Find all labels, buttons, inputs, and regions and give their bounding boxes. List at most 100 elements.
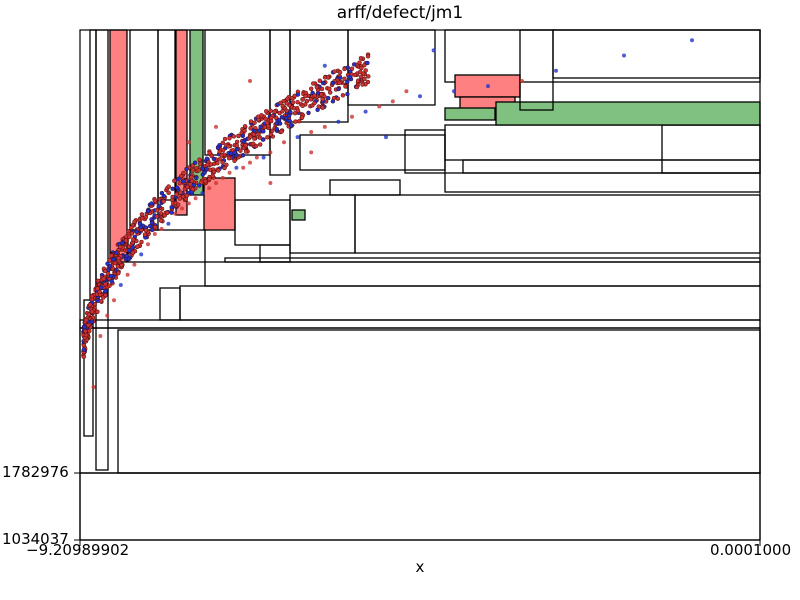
scatter-point (253, 121, 257, 125)
scatter-point (150, 202, 154, 206)
partition-region (520, 30, 553, 110)
scatter-point (622, 54, 626, 58)
scatter-point (150, 221, 154, 225)
scatter-point (252, 133, 256, 137)
scatter-point (234, 166, 238, 170)
partition-region (80, 473, 760, 540)
scatter-point (265, 135, 269, 139)
scatter-point (309, 97, 313, 101)
scatter-point (216, 169, 220, 173)
scatter-point (359, 66, 363, 70)
scatter-point (254, 144, 258, 148)
scatter-point (179, 191, 183, 195)
scatter-point (155, 215, 159, 219)
scatter-point (162, 200, 166, 204)
scatter-point (359, 56, 363, 60)
scatter-point (114, 251, 118, 255)
scatter-point (326, 75, 330, 79)
scatter-point (233, 151, 237, 155)
scatter-point (105, 314, 109, 318)
scatter-point (224, 163, 228, 167)
scatter-point (364, 110, 368, 114)
scatter-point (108, 284, 112, 288)
scatter-point (221, 148, 225, 152)
scatter-point (288, 119, 292, 123)
scatter-point (236, 134, 240, 138)
scatter-point (309, 87, 313, 91)
scatter-point (291, 100, 295, 104)
scatter-point (83, 329, 87, 333)
scatter-point (189, 175, 193, 179)
scatter-point (337, 87, 341, 91)
scatter-point (355, 85, 359, 89)
scatter-point (363, 77, 367, 81)
scatter-point (220, 153, 224, 157)
partition-region (290, 195, 355, 253)
scatter-point (181, 171, 185, 175)
scatter-point (185, 167, 189, 171)
partition-region (205, 262, 760, 286)
scatter-point (227, 156, 231, 160)
scatter-point (83, 325, 87, 329)
partition-region (463, 160, 760, 173)
scatter-point (384, 135, 388, 139)
partition-region (96, 30, 108, 470)
scatter-point (200, 191, 204, 195)
scatter-point (177, 177, 181, 181)
scatter-point (104, 282, 108, 286)
scatter-point (157, 204, 161, 208)
scatter-point (312, 101, 316, 105)
scatter-point (127, 257, 131, 261)
partition-region (662, 125, 760, 173)
partition-region (90, 30, 96, 300)
scatter-point (235, 144, 239, 148)
scatter-point (404, 89, 408, 93)
scatter-point (203, 171, 207, 175)
scatter-point (143, 233, 147, 237)
scatter-point (336, 97, 340, 101)
scatter-point (345, 92, 349, 96)
scatter-point (178, 181, 182, 185)
partition-region (118, 330, 760, 473)
scatter-point (241, 166, 245, 170)
scatter-point (146, 242, 150, 246)
scatter-point (311, 82, 315, 86)
scatter-point (205, 167, 209, 171)
scatter-point (337, 81, 341, 85)
scatter-point (321, 97, 325, 101)
scatter-point (117, 256, 121, 260)
scatter-point (452, 89, 456, 93)
scatter-point (96, 279, 100, 283)
scatter-point (212, 170, 216, 174)
partition-region (405, 130, 445, 173)
scatter-point (138, 225, 142, 229)
partition-region (80, 328, 760, 473)
scatter-point (159, 219, 163, 223)
scatter-point (256, 115, 260, 119)
scatter-point (194, 196, 198, 200)
scatter-point (332, 96, 336, 100)
scatter-point (307, 111, 311, 115)
partition-region (445, 173, 760, 192)
partition-region (180, 286, 760, 320)
scatter-point (328, 91, 332, 95)
scatter-point (300, 116, 304, 120)
scatter-point (243, 124, 247, 128)
scatter-point (262, 156, 266, 160)
scatter-point (297, 119, 301, 123)
scatter-point (87, 313, 91, 317)
scatter-point (338, 70, 342, 74)
scatter-point (235, 140, 239, 144)
partition-region (260, 245, 290, 262)
scatter-point (185, 185, 189, 189)
scatter-point (110, 254, 114, 258)
scatter-point (278, 122, 282, 126)
scatter-point (103, 269, 107, 273)
scatter-point (281, 104, 285, 108)
scatter-point (197, 168, 201, 172)
scatter-point (313, 94, 317, 98)
scatter-point (84, 333, 88, 337)
scatter-point (353, 73, 357, 77)
scatter-point (173, 212, 177, 216)
scatter-point (241, 134, 245, 138)
